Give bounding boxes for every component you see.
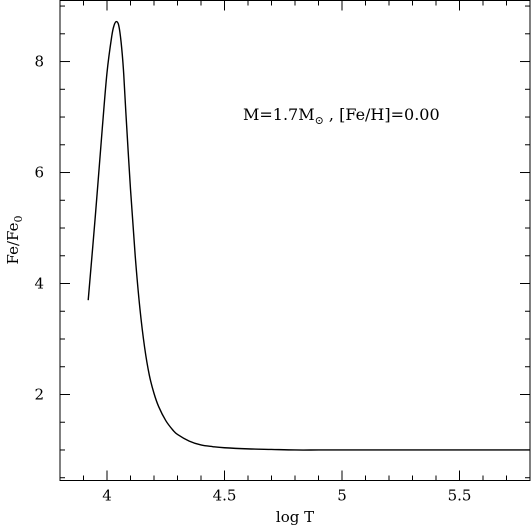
series-line (87, 20, 530, 451)
y-axis-label: Fe/Fe0 (4, 216, 25, 265)
x-tick-label: 4 (102, 487, 112, 505)
sun-symbol: ⊙ (315, 114, 324, 127)
x-tick-label: 5 (337, 487, 347, 505)
annotation-suffix: , [Fe/H]=0.00 (324, 105, 440, 124)
y-tick-label: 8 (34, 53, 44, 71)
y-tick-label: 6 (34, 164, 44, 182)
y-tick-label: 2 (34, 385, 44, 403)
plot-frame (59, 0, 531, 481)
x-tick-label: 5.5 (448, 487, 472, 505)
x-tick-label: 4.5 (213, 487, 237, 505)
y-axis-label-subscript: 0 (12, 216, 25, 223)
x-axis-label: log T (276, 508, 314, 526)
y-tick-label: 4 (34, 275, 44, 293)
annotation-prefix: M=1.7M (243, 105, 315, 124)
annotation: M=1.7M⊙ , [Fe/H]=0.00 (243, 105, 440, 127)
tick-labels: 4 4.5 5 5.5 2 4 6 8 (34, 53, 471, 505)
ticks (60, 0, 530, 481)
y-axis-label-main: Fe/Fe (4, 222, 22, 264)
